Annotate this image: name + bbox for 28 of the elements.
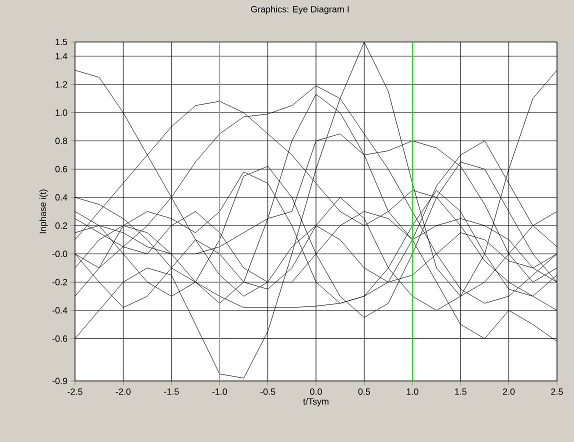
chart-title: Graphics: Eye Diagram I xyxy=(251,6,349,14)
y-tick-label: 1.4 xyxy=(56,53,68,60)
x-tick-label: 2.5 xyxy=(551,388,563,395)
x-tick-label: 0.5 xyxy=(358,388,370,395)
x-tick-label: 1.5 xyxy=(455,388,466,395)
y-tick-label: -0.2 xyxy=(52,278,68,286)
x-tick-label: -1.0 xyxy=(212,388,228,395)
y-tick-label: 0.6 xyxy=(55,166,68,172)
x-tick-label: -0.5 xyxy=(260,388,276,395)
y-tick-label: 1.0 xyxy=(56,109,68,116)
y-tick-label: -0.0 xyxy=(52,250,68,258)
x-tick-label: 2.0 xyxy=(502,388,515,395)
x-tick-label: -1.5 xyxy=(164,388,179,395)
y-tick-label: -0.4 xyxy=(52,307,68,314)
y-tick-label: -0.6 xyxy=(52,335,68,342)
x-tick-label: -2.0 xyxy=(116,388,131,395)
line-series xyxy=(75,42,557,378)
x-tick-label: -2.5 xyxy=(68,388,82,395)
y-tick-label: -0.9 xyxy=(52,378,68,384)
x-axis-title: t/Tsym xyxy=(303,398,328,406)
y-axis-title: Inphase i(t) xyxy=(39,190,48,234)
y-tick-label: 0.4 xyxy=(55,194,68,201)
x-tick-label: 1.0 xyxy=(406,388,418,395)
y-tick-label: 0.2 xyxy=(55,222,68,229)
y-tick-label: 0.8 xyxy=(55,138,68,144)
y-tick-label: 1.2 xyxy=(56,81,68,88)
x-tick-label: 0.0 xyxy=(310,388,322,395)
y-tick-label: 1.5 xyxy=(56,38,68,46)
